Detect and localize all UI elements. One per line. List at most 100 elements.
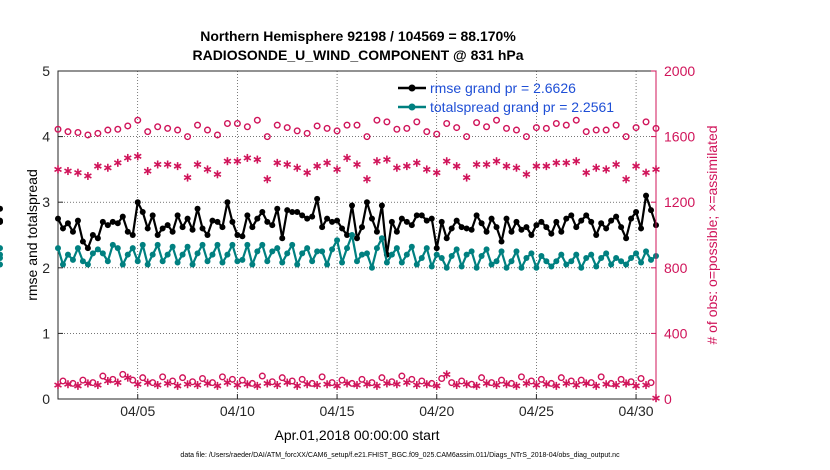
spread-point [478,252,485,259]
spread-point [64,251,71,258]
obs-assimilated-point [84,379,92,388]
spread-point [448,252,455,259]
obs-assimilated-point [313,381,322,390]
rmse-point [69,228,76,235]
legend-rmse-label: rmse grand pr = 2.6626 [430,80,576,96]
spread-point [0,261,3,268]
obs-possible-point [343,121,351,129]
obs-assimilated-point-stroke [103,165,112,171]
obs-possible-point [493,116,501,124]
rmse-point [94,235,101,242]
obs-assimilated-point [502,162,511,171]
rmse-point [334,217,341,224]
obs-assimilated-point-stroke [373,158,381,164]
rmse-point [74,217,81,224]
obs-assimilated-point [343,379,351,388]
obs-possible-point [119,370,127,378]
rmse-point [583,212,590,219]
obs-assimilated-point-stroke [572,158,581,164]
obs-assimilated-point-stroke [363,381,371,387]
spread-point [548,263,555,270]
obs-assimilated-point-stroke [482,161,491,168]
obs-assimilated-point [293,381,302,390]
rmse-point [229,218,236,225]
spread-point [363,250,370,257]
obs-assimilated-point [602,380,611,389]
rmse-point [418,212,425,219]
obs-assimilated-point [592,163,601,172]
obs-possible-point [517,373,525,381]
rmse-point [578,217,585,224]
obs-assimilated-point-stroke [373,383,381,389]
spread-point [578,264,585,271]
obs-possible-point [179,374,187,382]
obs-assimilated-point [642,168,650,177]
obs-assimilated-point [313,162,322,171]
obs-possible-point [542,124,550,132]
rmse-point [433,245,440,252]
obs-possible-point [303,129,311,137]
obs-possible-point [567,377,575,385]
footer-data-file: data file: /Users/raeder/DAI/ATM_forcXX/… [180,452,620,459]
rmse-point [84,245,91,252]
rmse-point [159,225,166,232]
obs-assimilated-point-stroke [492,158,501,164]
rmse-point [393,228,400,235]
spread-point [528,250,535,257]
obs-possible-point [233,119,241,127]
obs-possible-point [622,133,630,141]
obs-assimilated-point-stroke [213,383,222,389]
spread-point [354,258,360,265]
obs-assimilated-point-stroke [612,382,621,388]
obs-assimilated-point [333,165,341,174]
obs-assimilated-point [273,158,282,167]
obs-assimilated-point-stroke [582,380,591,387]
obs-assimilated-point [452,381,461,390]
rmse-point [0,205,3,212]
spread-point [144,261,151,268]
legend-spread-label: totalspread grand pr = 2.2561 [430,99,614,115]
rmse-point [463,225,470,232]
obs-assimilated-point [422,380,431,389]
obs-possible-point [313,122,321,130]
obs-possible-point [453,124,461,132]
rmse-point [64,220,71,227]
obs-possible-point [572,116,580,124]
rmse-point [119,213,126,220]
obs-assimilated-point [283,160,292,169]
spread-point [104,258,111,265]
obs-assimilated-point [373,157,381,166]
obs-possible-point [552,119,560,127]
obs-possible-point [522,133,530,141]
obs-assimilated-point [133,152,142,161]
rmse-point [458,224,465,231]
obs-assimilated-point [383,155,391,164]
spread-point [593,263,600,270]
obs-assimilated-point-stroke [54,382,62,388]
rmse-point [204,232,211,238]
obs-assimilated-point-stroke [353,382,361,388]
obs-assimilated-point-stroke [432,383,441,389]
obs-assimilated-point-stroke [592,383,601,389]
obs-assimilated-point-stroke [402,163,411,169]
obs-assimilated-point [622,379,630,388]
obs-assimilated-point-stroke [462,381,471,387]
spread-point [598,254,605,261]
rmse-point [199,225,206,232]
rmse-point [169,228,176,235]
spread-point [433,251,440,258]
rmse-point [289,209,296,216]
y-right-tick-label: 0 [664,391,672,407]
rmse-point [593,232,600,238]
obs-possible-point [448,379,456,387]
rmse-point [363,199,370,206]
spread-point [289,241,296,248]
rmse-point [543,224,550,231]
obs-assimilated-point [402,378,411,387]
obs-assimilated-point-stroke [173,163,182,169]
rmse-point [428,215,435,222]
spread-point [403,251,410,258]
obs-assimilated-point-stroke [253,156,262,163]
obs-assimilated-point [233,381,242,390]
obs-assimilated-point-stroke [113,379,122,386]
